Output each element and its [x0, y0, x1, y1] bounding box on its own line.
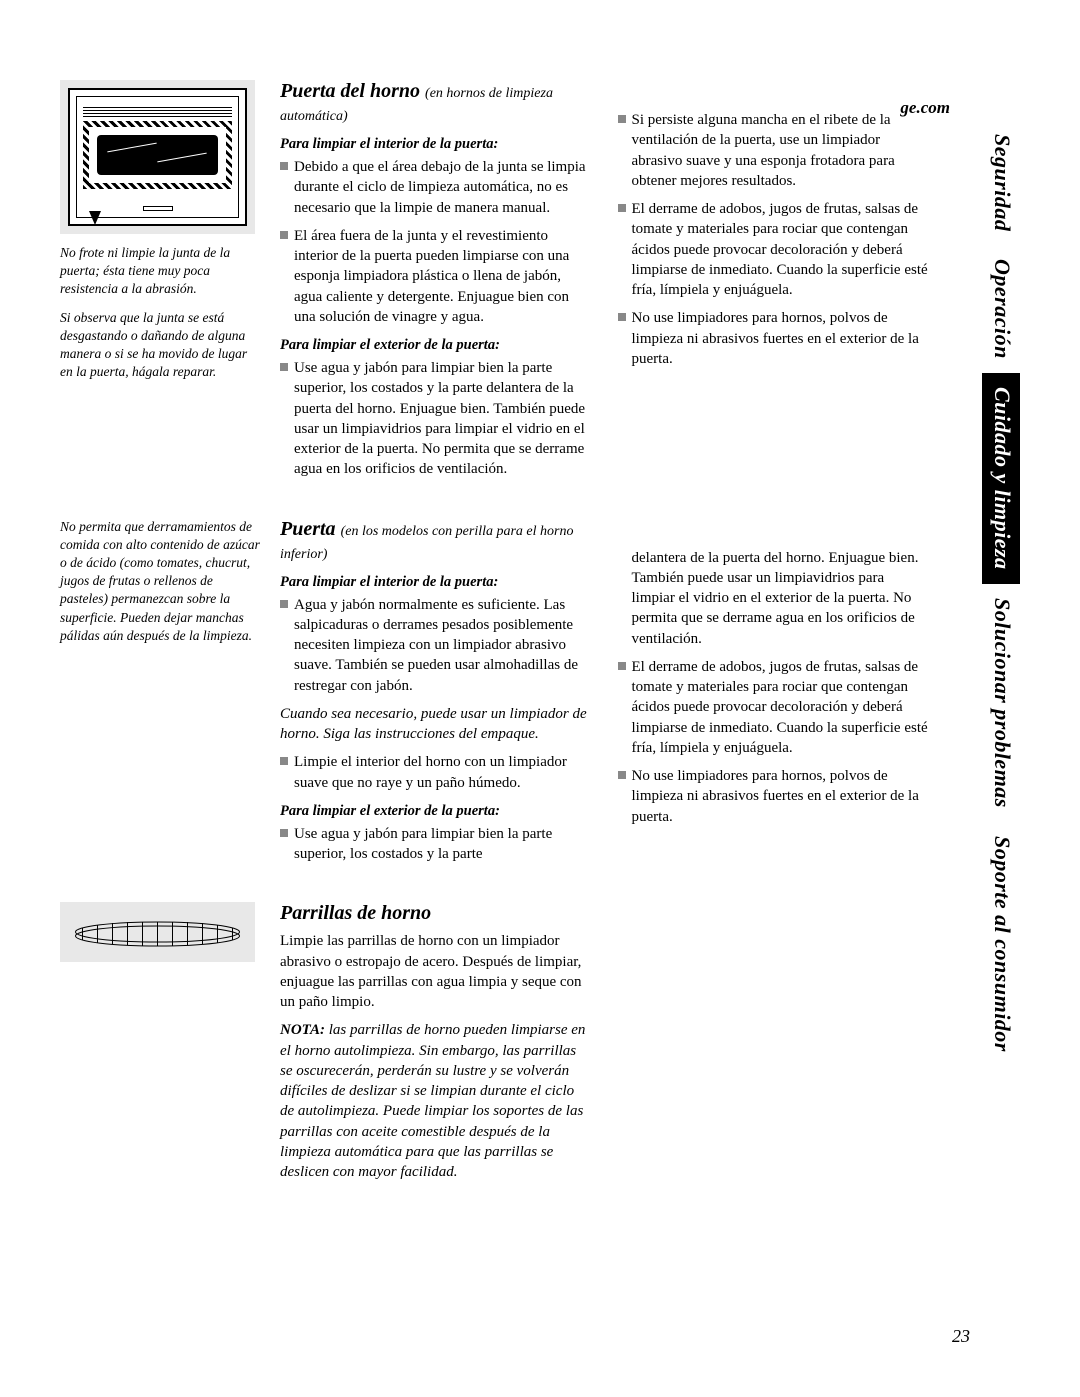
bullet-icon — [280, 363, 288, 371]
tab-soporte[interactable]: Soporte al consumidor — [982, 822, 1020, 1066]
bullet-item: Debido a que el área debajo de la junta … — [280, 157, 593, 218]
sub-heading-exterior-2: Para limpiar el exterior de la puerta: — [280, 803, 593, 820]
section-puerta-automatica: No frote ni limpie la junta de la puerta… — [60, 80, 930, 488]
bullet-item: Agua y jabón normalmente es suficiente. … — [280, 595, 593, 696]
italic-note: Cuando sea necesario, puede usar un limp… — [280, 704, 593, 745]
bullet-item: No use limpiadores para hornos, polvos d… — [618, 308, 931, 369]
bullet-icon — [618, 115, 626, 123]
bullet-item: El derrame de adobos, jugos de frutas, s… — [618, 199, 931, 300]
diagram-caption-1: No frote ni limpie la junta de la puerta… — [60, 244, 260, 299]
section2-caption: No permita que derramamientos de comida … — [60, 518, 260, 646]
bullet-icon — [280, 757, 288, 765]
side-tabs: Seguridad Operación Cuidado y limpieza S… — [982, 120, 1020, 1066]
title-text: Puerta del horno — [280, 80, 420, 102]
bullet-item: Use agua y jabón para limpiar bien la pa… — [280, 358, 593, 480]
diagram-caption-2: Si observa que la junta se está desgasta… — [60, 309, 260, 382]
bullet-text: Si persiste alguna mancha en el ribete d… — [632, 110, 931, 191]
oven-door-diagram — [60, 80, 255, 234]
section-title-2: Puerta (en los modelos con perilla para … — [280, 518, 593, 564]
bullet-icon — [280, 162, 288, 170]
bullet-item: Use agua y jabón para limpiar bien la pa… — [280, 824, 593, 865]
bullet-text: No use limpiadores para hornos, polvos d… — [632, 308, 931, 369]
bullet-text: El área fuera de la junta y el revestimi… — [294, 226, 593, 327]
page-content: No frote ni limpie la junta de la puerta… — [60, 80, 930, 1190]
section-parrillas: Parrillas de horno Limpie las parrillas … — [60, 902, 930, 1190]
sub-heading-interior-1: Para limpiar el interior de la puerta: — [280, 136, 593, 153]
bullet-icon — [618, 204, 626, 212]
bullet-icon — [618, 771, 626, 779]
section-title-3: Parrillas de horno — [280, 902, 590, 925]
bullet-text: El derrame de adobos, jugos de frutas, s… — [632, 199, 931, 300]
bullet-item: Si persiste alguna mancha en el ribete d… — [618, 110, 931, 191]
bullet-item: El derrame de adobos, jugos de frutas, s… — [618, 657, 931, 758]
tab-cuidado[interactable]: Cuidado y limpieza — [982, 373, 1020, 584]
site-url: ge.com — [900, 98, 950, 118]
tab-operacion[interactable]: Operación — [982, 245, 1020, 373]
section-puerta-perilla: No permita que derramamientos de comida … — [60, 518, 930, 873]
note-label: NOTA: — [280, 1022, 325, 1038]
bullet-text: El derrame de adobos, jugos de frutas, s… — [632, 657, 931, 758]
oven-rack-diagram — [60, 902, 255, 962]
bullet-text: Limpie el interior del horno con un limp… — [294, 752, 593, 793]
section3-note: NOTA: las parrillas de horno pueden limp… — [280, 1020, 590, 1182]
note-text: las parrillas de horno pueden limpiarse … — [280, 1022, 585, 1180]
section-title-1: Puerta del horno (en hornos de limpieza … — [280, 80, 593, 126]
continuation-text: delantera de la puerta del horno. Enjuag… — [632, 548, 931, 649]
bullet-text: No use limpiadores para hornos, polvos d… — [632, 766, 931, 827]
tab-solucionar[interactable]: Solucionar problemas — [982, 584, 1020, 822]
section3-body: Limpie las parrillas de horno con un lim… — [280, 931, 590, 1012]
sub-heading-exterior-1: Para limpiar el exterior de la puerta: — [280, 337, 593, 354]
bullet-text: Agua y jabón normalmente es suficiente. … — [294, 595, 593, 696]
bullet-item: No use limpiadores para hornos, polvos d… — [618, 766, 931, 827]
tab-seguridad[interactable]: Seguridad — [982, 120, 1020, 245]
title-text: Puerta — [280, 518, 336, 540]
bullet-icon — [280, 829, 288, 837]
bullet-text: Use agua y jabón para limpiar bien la pa… — [294, 358, 593, 480]
sub-heading-interior-2: Para limpiar el interior de la puerta: — [280, 574, 593, 591]
bullet-icon — [618, 662, 626, 670]
bullet-icon — [618, 313, 626, 321]
bullet-item: Limpie el interior del horno con un limp… — [280, 752, 593, 793]
bullet-item: El área fuera de la junta y el revestimi… — [280, 226, 593, 327]
bullet-icon — [280, 231, 288, 239]
bullet-icon — [280, 600, 288, 608]
page-number: 23 — [952, 1326, 970, 1347]
bullet-text: Debido a que el área debajo de la junta … — [294, 157, 593, 218]
bullet-text: Use agua y jabón para limpiar bien la pa… — [294, 824, 593, 865]
